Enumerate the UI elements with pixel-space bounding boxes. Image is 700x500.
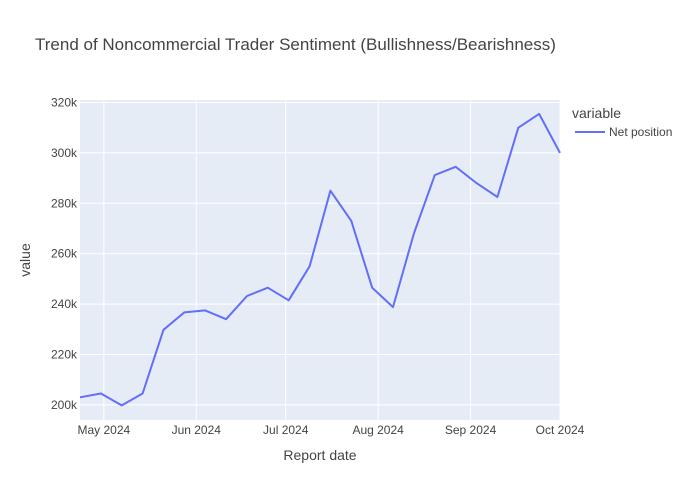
y-tick-label: 320k (51, 96, 78, 110)
series-lines (79, 112, 561, 407)
series-line-net-position[interactable] (79, 112, 561, 407)
x-tick-label: May 2024 (77, 423, 130, 437)
y-tick-label: 300k (51, 146, 78, 160)
x-tick-label: Jun 2024 (172, 423, 222, 437)
x-axis-ticks: May 2024 Jun 2024 Jul 2024 Aug 2024 Sep 2024… (77, 423, 584, 437)
y-axis-title: value (17, 243, 33, 277)
x-tick-label: Sep 2024 (445, 423, 497, 437)
y-tick-label: 260k (51, 247, 78, 261)
y-tick-label: 240k (51, 297, 78, 311)
x-tick-label: Jul 2024 (263, 423, 309, 437)
legend-title: variable (572, 105, 621, 121)
chart-title: Trend of Noncommercial Trader Sentiment … (35, 35, 556, 54)
legend[interactable]: variable Net position (572, 105, 672, 139)
gridlines (80, 100, 561, 420)
y-tick-label: 200k (51, 398, 78, 412)
y-axis-ticks: 200k 220k 240k 260k 280k 300k 320k (51, 96, 78, 412)
x-axis-title: Report date (283, 447, 356, 463)
y-tick-label: 280k (51, 196, 78, 210)
x-tick-label: Oct 2024 (536, 423, 585, 437)
x-tick-label: Aug 2024 (352, 423, 404, 437)
plot-area (80, 100, 560, 420)
legend-item-net-position: Net position (609, 125, 672, 139)
y-tick-label: 220k (51, 347, 78, 361)
